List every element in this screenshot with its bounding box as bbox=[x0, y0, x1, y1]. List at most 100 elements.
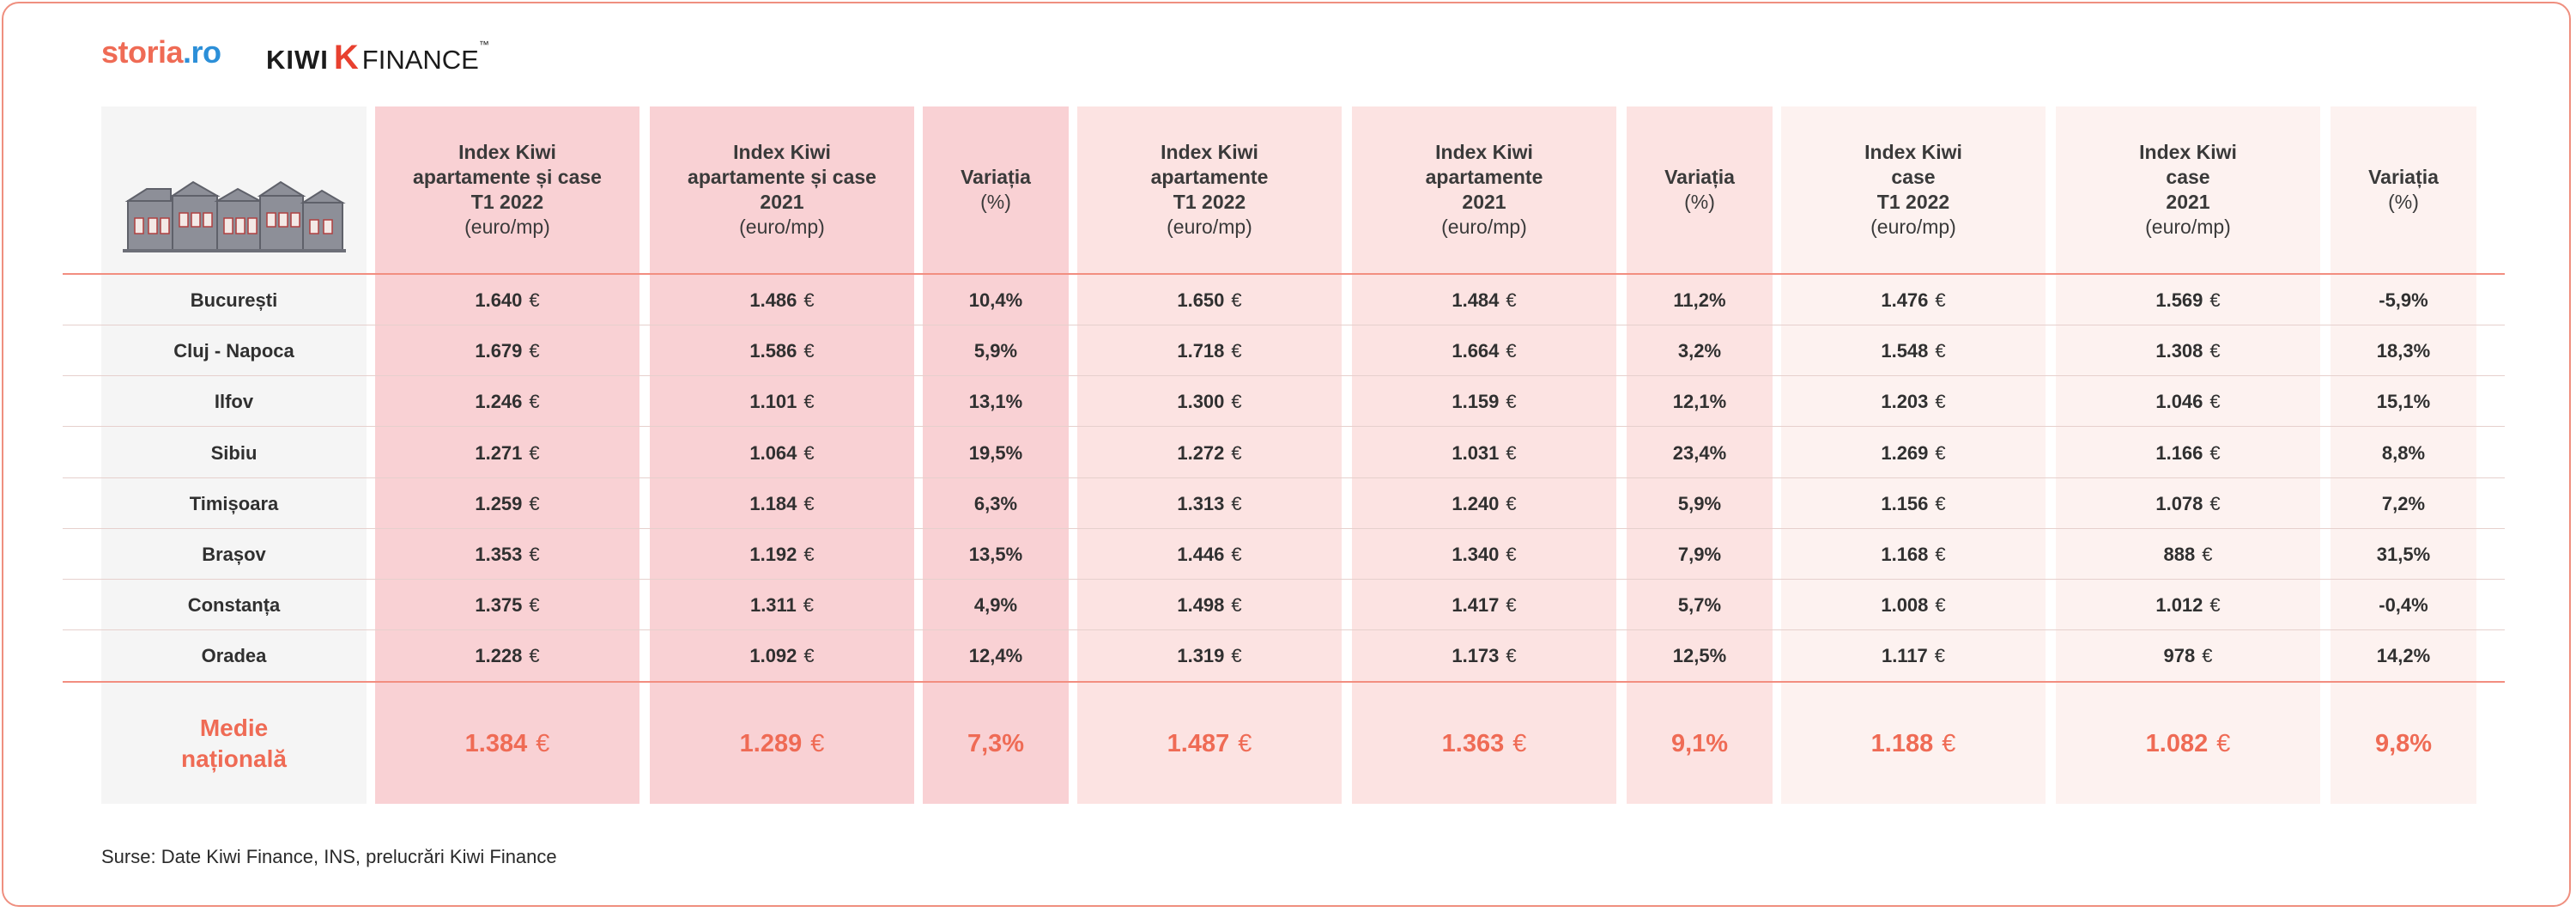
national-average-cell: 1.384 € bbox=[375, 684, 639, 804]
table-cell: 12,4% bbox=[923, 631, 1069, 681]
header-col-3: Variația (%) bbox=[961, 166, 1031, 213]
table-cell: 1.718 € bbox=[1077, 326, 1342, 376]
header-divider bbox=[63, 273, 2505, 275]
currency-symbol: € bbox=[2202, 645, 2213, 666]
row-divider bbox=[63, 426, 2505, 427]
table-cell: 11,2% bbox=[1627, 276, 1773, 325]
currency-symbol: € bbox=[2216, 729, 2231, 757]
cell-value: 1.300 bbox=[1177, 391, 1225, 412]
header-col-8: Index Kiwi case 2021 (euro/mp) bbox=[2139, 141, 2237, 238]
cell-value: 3,2% bbox=[1677, 340, 1722, 362]
national-divider bbox=[63, 681, 2505, 683]
table-cell: 3,2% bbox=[1627, 326, 1773, 376]
table-cell: 1.117 € bbox=[1781, 631, 2046, 681]
row-divider bbox=[63, 375, 2505, 376]
table-cell: 1.156 € bbox=[1781, 479, 2046, 529]
cell-value: 1.313 bbox=[1177, 493, 1225, 514]
table-cell: 14,2% bbox=[2331, 631, 2476, 681]
table-cell: 1.664 € bbox=[1352, 326, 1616, 376]
national-average-cell: 1.487 € bbox=[1077, 684, 1342, 804]
currency-symbol: € bbox=[1231, 442, 1242, 464]
currency-symbol: € bbox=[529, 442, 540, 464]
cell-value: 1.375 bbox=[475, 594, 523, 616]
cell-value: 1.384 bbox=[464, 729, 528, 757]
col-bg-2 bbox=[650, 106, 914, 804]
currency-symbol: € bbox=[1506, 340, 1517, 362]
table-cell: 23,4% bbox=[1627, 429, 1773, 478]
cell-value: 5,7% bbox=[1677, 594, 1722, 616]
cell-value: 1.498 bbox=[1177, 594, 1225, 616]
currency-symbol: € bbox=[1512, 729, 1527, 757]
table-cell: 1.159 € bbox=[1352, 377, 1616, 427]
cell-value: 1.031 bbox=[1452, 442, 1500, 464]
cell-value: 1.487 bbox=[1167, 729, 1230, 757]
national-average-cell: 9,1% bbox=[1627, 684, 1773, 804]
cell-value: 1.319 bbox=[1177, 645, 1225, 666]
currency-symbol: € bbox=[2202, 544, 2213, 565]
cell-value: 1.718 bbox=[1177, 340, 1225, 362]
table-cell: 1.166 € bbox=[2056, 429, 2320, 478]
cell-value: 1.188 bbox=[1870, 729, 1934, 757]
cell-value: 1.092 bbox=[749, 645, 797, 666]
cell-value: 1.203 bbox=[1881, 391, 1929, 412]
table-cell: -5,9% bbox=[2331, 276, 2476, 325]
national-average-cell: 1.363 € bbox=[1352, 684, 1616, 804]
currency-symbol: € bbox=[1934, 645, 1946, 666]
cell-value: 1.679 bbox=[475, 340, 523, 362]
table-cell: 1.417 € bbox=[1352, 581, 1616, 630]
city-name: Sibiu bbox=[210, 442, 258, 464]
row-divider bbox=[63, 477, 2505, 478]
table-cell: 1.446 € bbox=[1077, 530, 1342, 580]
cell-value: 1.484 bbox=[1452, 289, 1500, 311]
cell-value: 13,5% bbox=[968, 544, 1023, 565]
table-cell: 1.498 € bbox=[1077, 581, 1342, 630]
national-average-label: Medie națională bbox=[181, 714, 287, 772]
col-bg-1 bbox=[375, 106, 639, 804]
col-bg-6 bbox=[1627, 106, 1773, 804]
cell-value: 31,5% bbox=[2376, 544, 2431, 565]
cell-value: -0,4% bbox=[2379, 594, 2428, 616]
cell-value: 1.446 bbox=[1177, 544, 1225, 565]
table-cell: 1.271 € bbox=[375, 429, 639, 478]
currency-symbol: € bbox=[1506, 594, 1517, 616]
cell-value: 1.168 bbox=[1881, 544, 1929, 565]
currency-symbol: € bbox=[529, 645, 540, 666]
cell-value: 15,1% bbox=[2376, 391, 2431, 412]
table-cell: 4,9% bbox=[923, 581, 1069, 630]
table-cell: 1.484 € bbox=[1352, 276, 1616, 325]
col-bg-7 bbox=[1781, 106, 2046, 804]
cell-value: 14,2% bbox=[2376, 645, 2431, 666]
cell-value: 1.246 bbox=[475, 391, 523, 412]
cell-value: 1.012 bbox=[2155, 594, 2203, 616]
table-cell: 1.486 € bbox=[650, 276, 914, 325]
cell-value: 1.272 bbox=[1177, 442, 1225, 464]
currency-symbol: € bbox=[1506, 544, 1517, 565]
cell-value: 1.046 bbox=[2155, 391, 2203, 412]
cell-value: 1.271 bbox=[475, 442, 523, 464]
table-cell: 1.259 € bbox=[375, 479, 639, 529]
cell-value: 1.082 bbox=[2145, 729, 2209, 757]
cell-value: 1.289 bbox=[739, 729, 803, 757]
currency-symbol: € bbox=[1231, 340, 1242, 362]
cell-value: 5,9% bbox=[1677, 493, 1722, 514]
row-divider bbox=[63, 528, 2505, 529]
currency-symbol: € bbox=[2209, 442, 2221, 464]
table-cell: 1.640 € bbox=[375, 276, 639, 325]
table-cell: 13,1% bbox=[923, 377, 1069, 427]
currency-symbol: € bbox=[1506, 289, 1517, 311]
currency-symbol: € bbox=[803, 289, 815, 311]
cell-value: 1.650 bbox=[1177, 289, 1225, 311]
table-cell: 1.569 € bbox=[2056, 276, 2320, 325]
table-cell: 1.078 € bbox=[2056, 479, 2320, 529]
table-cell: 8,8% bbox=[2331, 429, 2476, 478]
table-cell: 1.092 € bbox=[650, 631, 914, 681]
national-average-cell: 1.188 € bbox=[1781, 684, 2046, 804]
header-col-5: Index Kiwi apartamente 2021 (euro/mp) bbox=[1425, 141, 1543, 238]
table-cell: 7,9% bbox=[1627, 530, 1773, 580]
table-cell: 1.173 € bbox=[1352, 631, 1616, 681]
table-cell: 1.650 € bbox=[1077, 276, 1342, 325]
currency-symbol: € bbox=[803, 391, 815, 412]
table-cell: 1.192 € bbox=[650, 530, 914, 580]
currency-symbol: € bbox=[529, 493, 540, 514]
cell-value: 1.340 bbox=[1452, 544, 1500, 565]
